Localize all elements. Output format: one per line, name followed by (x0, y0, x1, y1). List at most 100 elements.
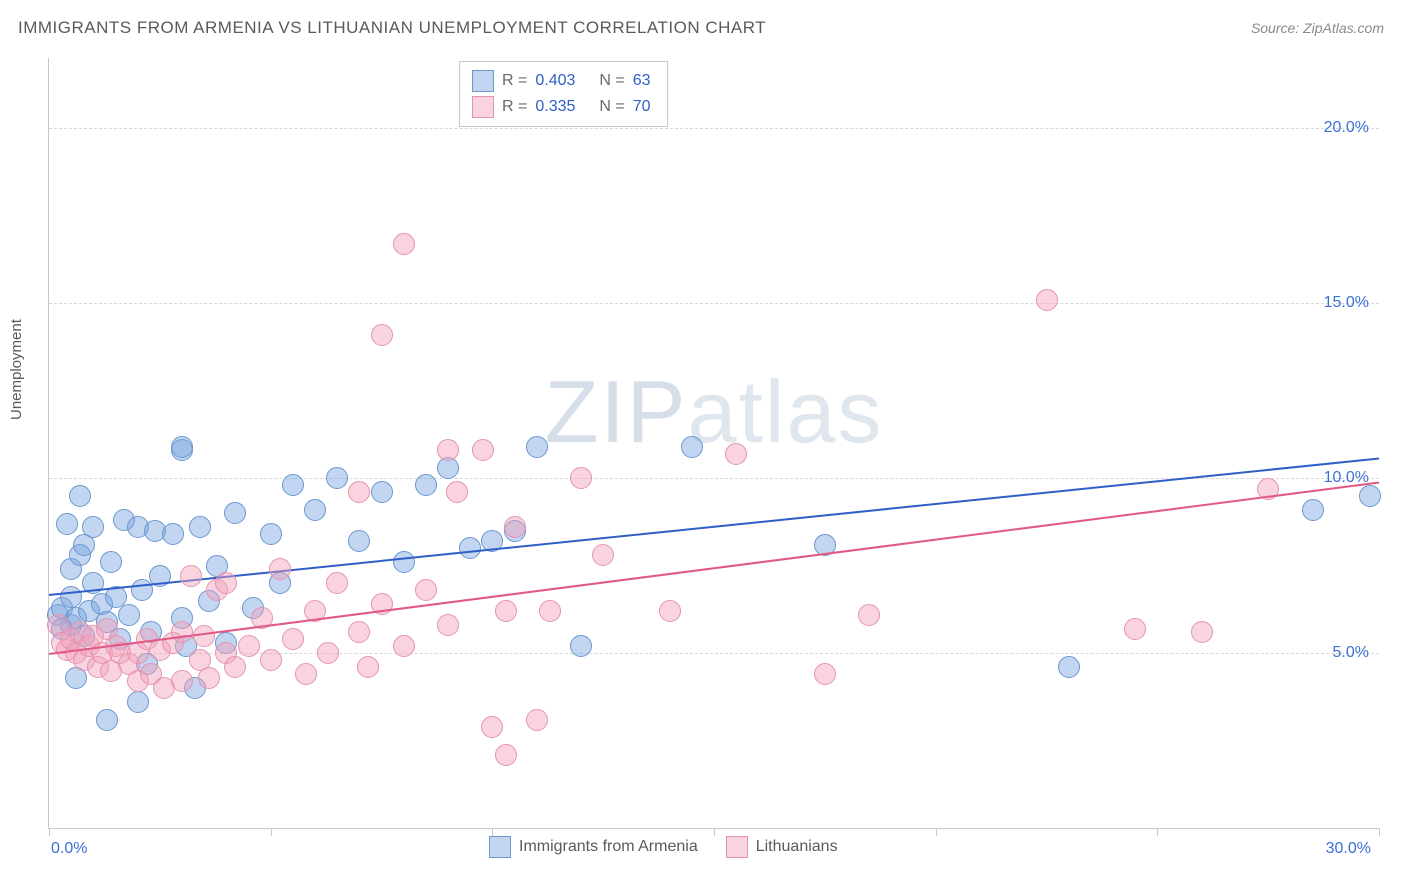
y-axis-label: Unemployment (8, 319, 25, 420)
data-point (215, 572, 237, 594)
data-point (570, 635, 592, 657)
legend-row-armenia: R = 0.403 N = 63 (472, 68, 651, 94)
data-point (371, 481, 393, 503)
data-point (459, 537, 481, 559)
legend-row-lithuanians: R = 0.335 N = 70 (472, 94, 651, 120)
data-point (495, 744, 517, 766)
data-point (171, 670, 193, 692)
data-point (495, 600, 517, 622)
x-tick (1157, 828, 1158, 836)
data-point (393, 551, 415, 573)
data-point (1058, 656, 1080, 678)
data-point (348, 530, 370, 552)
data-point (415, 579, 437, 601)
data-point (725, 443, 747, 465)
data-point (1036, 289, 1058, 311)
data-point (526, 436, 548, 458)
data-point (504, 516, 526, 538)
x-tick (936, 828, 937, 836)
data-point (814, 663, 836, 685)
legend-item-lithuanians: Lithuanians (726, 836, 838, 858)
x-tick (714, 828, 715, 836)
x-tick-label: 30.0% (1326, 840, 1371, 858)
data-point (260, 523, 282, 545)
data-point (131, 579, 153, 601)
data-point (393, 233, 415, 255)
data-point (269, 558, 291, 580)
data-point (481, 716, 503, 738)
data-point (317, 642, 339, 664)
data-point (282, 474, 304, 496)
x-tick-label: 0.0% (51, 840, 87, 858)
r-label: R = (502, 68, 527, 94)
data-point (82, 516, 104, 538)
scatter-plot: ZIPatlas R = 0.403 N = 63 R = 0.335 N = … (48, 58, 1379, 829)
data-point (238, 635, 260, 657)
data-point (295, 663, 317, 685)
legend-item-armenia: Immigrants from Armenia (489, 836, 698, 858)
trend-line (49, 482, 1379, 655)
data-point (357, 656, 379, 678)
data-point (282, 628, 304, 650)
data-point (348, 481, 370, 503)
swatch-armenia (472, 70, 494, 92)
gridline (49, 303, 1379, 304)
data-point (171, 436, 193, 458)
data-point (570, 467, 592, 489)
data-point (198, 667, 220, 689)
x-tick (271, 828, 272, 836)
swatch-lithuanians (472, 96, 494, 118)
y-tick-label: 5.0% (1333, 644, 1369, 662)
data-point (127, 691, 149, 713)
x-tick (1379, 828, 1380, 836)
data-point (56, 513, 78, 535)
swatch-armenia (489, 836, 511, 858)
data-point (224, 656, 246, 678)
data-point (326, 572, 348, 594)
data-point (260, 649, 282, 671)
data-point (371, 324, 393, 346)
data-point (1302, 499, 1324, 521)
chart-title: IMMIGRANTS FROM ARMENIA VS LITHUANIAN UN… (18, 18, 766, 38)
n-value-armenia: 63 (633, 68, 651, 94)
data-point (162, 523, 184, 545)
r-label: R = (502, 94, 527, 120)
data-point (171, 621, 193, 643)
r-value-lithuanians: 0.335 (535, 94, 575, 120)
gridline (49, 128, 1379, 129)
y-tick-label: 20.0% (1324, 119, 1369, 137)
data-point (1359, 485, 1381, 507)
data-point (1124, 618, 1146, 640)
data-point (539, 600, 561, 622)
data-point (180, 565, 202, 587)
data-point (446, 481, 468, 503)
x-tick (492, 828, 493, 836)
data-point (326, 467, 348, 489)
data-point (304, 499, 326, 521)
r-value-armenia: 0.403 (535, 68, 575, 94)
n-label: N = (599, 94, 624, 120)
n-label: N = (599, 68, 624, 94)
data-point (348, 621, 370, 643)
data-point (681, 436, 703, 458)
data-point (858, 604, 880, 626)
series-legend: Immigrants from Armenia Lithuanians (489, 836, 838, 858)
data-point (659, 600, 681, 622)
data-point (437, 439, 459, 461)
data-point (100, 551, 122, 573)
legend-label-armenia: Immigrants from Armenia (519, 838, 698, 856)
data-point (393, 635, 415, 657)
x-tick (49, 828, 50, 836)
data-point (526, 709, 548, 731)
data-point (415, 474, 437, 496)
swatch-lithuanians (726, 836, 748, 858)
data-point (224, 502, 246, 524)
source-label: Source: ZipAtlas.com (1251, 20, 1384, 36)
data-point (472, 439, 494, 461)
data-point (69, 485, 91, 507)
data-point (437, 614, 459, 636)
data-point (592, 544, 614, 566)
correlation-legend: R = 0.403 N = 63 R = 0.335 N = 70 (459, 61, 668, 127)
data-point (1191, 621, 1213, 643)
watermark: ZIPatlas (545, 361, 884, 463)
